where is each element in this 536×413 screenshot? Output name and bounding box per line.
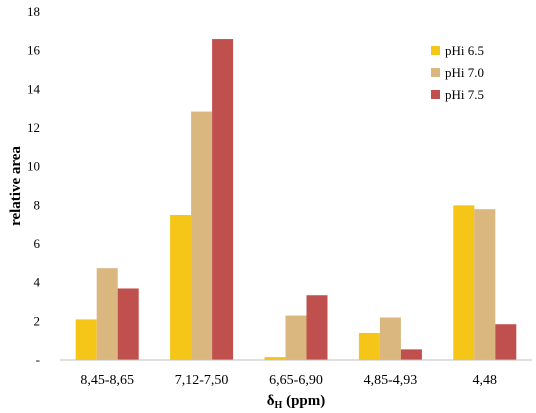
bar-phi-7-0-1 [96,268,118,360]
legend-label: pHi 7.5 [445,87,484,102]
x-tick-label: 7,12-7,50 [175,373,229,388]
y-axis-ticks: - 2 4 6 8 10 12 14 16 18 [27,4,41,367]
bar-phi-6-5-3 [264,357,286,360]
legend-swatch [431,46,440,55]
y-tick-label: 14 [27,81,41,96]
legend-swatch [431,68,440,77]
bar-phi-7-0-3 [285,315,307,360]
legend-label: pHi 7.0 [445,65,484,80]
y-tick-label: 2 [34,313,41,328]
bar-phi-7-5-5 [495,324,517,360]
bar-phi-6-5-5 [453,205,475,360]
bar-phi-7-0-4 [379,317,401,360]
legend: pHi 6.5 pHi 7.0 pHi 7.5 [431,43,484,102]
bars [75,39,517,361]
bar-phi-7-5-1 [117,288,139,360]
y-tick-label: - [36,352,40,367]
y-tick-label: 12 [27,120,40,135]
x-tick-label: 4,48 [473,373,498,388]
y-tick-label: 16 [27,43,41,58]
x-tick-label: 4,85-4,93 [364,373,418,388]
x-axis-title-delta: δ [267,393,275,409]
legend-swatch [431,90,440,99]
x-axis-title: δH (ppm) [267,393,326,411]
x-axis-tick-labels: 8,45-8,65 7,12-7,50 6,65-6,90 4,85-4,93 4,48 [80,373,497,388]
bar-phi-7-5-4 [400,349,422,360]
y-tick-label: 8 [34,197,41,212]
y-tick-label: 18 [27,4,40,19]
bar-phi-7-5-3 [306,295,328,360]
bar-phi-6-5-4 [358,332,380,360]
bar-phi-7-0-2 [191,111,213,360]
bar-phi-7-5-2 [212,39,234,361]
y-tick-label: 4 [34,275,41,290]
x-axis-title-unit: (ppm) [282,393,325,409]
bar-phi-6-5-2 [170,215,192,360]
x-axis-title-subscript: H [275,400,283,411]
y-tick-label: 10 [27,159,40,174]
bar-phi-6-5-1 [75,319,97,360]
x-tick-label: 6,65-6,90 [269,373,323,388]
y-tick-label: 6 [34,236,41,251]
legend-label: pHi 6.5 [445,43,484,58]
y-axis-title: relative area [8,146,24,226]
x-tick-label: 8,45-8,65 [80,373,134,388]
bar-phi-7-0-5 [474,209,496,360]
